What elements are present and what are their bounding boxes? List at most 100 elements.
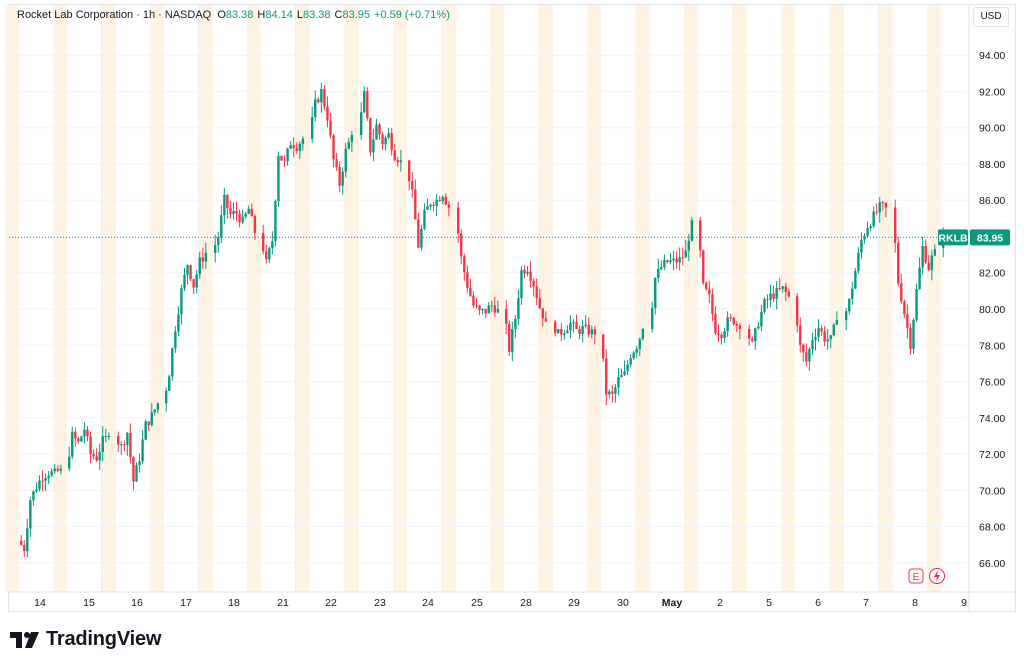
candle-body — [226, 194, 229, 209]
candle-body — [238, 213, 241, 223]
candle-body — [338, 167, 341, 186]
candle-body — [681, 257, 684, 259]
x-tick-label: 6 — [815, 597, 821, 609]
candle-body — [666, 260, 669, 263]
candle-body — [144, 421, 147, 440]
candle-body — [921, 245, 924, 268]
candle-body — [475, 305, 478, 307]
candle-body — [429, 204, 432, 207]
candle-body — [214, 245, 217, 253]
candle-body — [766, 298, 769, 300]
candle-body — [332, 135, 335, 160]
symbol-name[interactable]: Rocket Lab Corporation — [17, 9, 134, 21]
candle-body — [723, 331, 726, 338]
currency-selector[interactable]: USD — [973, 7, 1009, 27]
candle-body — [626, 364, 629, 372]
candle-body — [56, 468, 59, 471]
candle-body — [390, 133, 393, 151]
candle-body — [799, 325, 802, 345]
candle-body — [126, 432, 129, 445]
earnings-badge-label: E — [913, 572, 920, 583]
candle-body — [120, 444, 123, 446]
candle-body — [757, 326, 760, 329]
candle-body — [414, 189, 417, 220]
candle-body — [772, 293, 775, 299]
y-tick-label: 80.00 — [979, 304, 1005, 316]
y-tick-label: 76.00 — [979, 377, 1005, 389]
candle-body — [699, 220, 702, 251]
premarket-band — [733, 5, 747, 592]
candle-body — [854, 271, 857, 289]
candle-body — [814, 336, 817, 341]
candle-body — [897, 242, 900, 284]
candle-body — [372, 139, 375, 153]
candle-body — [581, 326, 584, 334]
candle-body — [563, 333, 566, 335]
candle-body — [878, 202, 881, 213]
candle-body — [271, 241, 274, 249]
candle-body — [50, 471, 53, 476]
candle-body — [83, 429, 86, 437]
premarket-band — [199, 5, 213, 592]
candle-body — [265, 251, 268, 260]
candle-body — [832, 324, 835, 336]
y-tick-label: 86.00 — [979, 195, 1005, 207]
premarket-band — [247, 5, 261, 592]
candle-body — [311, 117, 314, 139]
candle-body — [472, 295, 475, 306]
candle-body — [526, 271, 529, 274]
candle-body — [460, 233, 463, 257]
x-tick-label: 7 — [863, 597, 869, 609]
earnings-badge[interactable] — [908, 568, 924, 584]
brand-name: TradingView — [46, 628, 162, 650]
candle-body — [180, 288, 183, 315]
candle-body — [444, 196, 447, 205]
candle-body — [253, 216, 257, 233]
candle-body — [511, 329, 514, 352]
candle-body — [872, 211, 875, 227]
candle-body — [826, 339, 829, 342]
candle-body — [26, 528, 29, 552]
candle-body — [602, 334, 605, 359]
candle-body — [614, 387, 617, 394]
low-key: L — [296, 9, 304, 21]
price-tag-label: 83.95 — [977, 232, 1003, 244]
candle-body — [292, 145, 295, 149]
candle-body — [198, 257, 201, 275]
exchange-label: NASDAQ — [164, 9, 212, 21]
price-tag — [970, 229, 1010, 246]
candle-body — [869, 226, 872, 229]
candle-body — [68, 456, 71, 469]
candle-body — [135, 465, 138, 482]
candle-body — [829, 335, 832, 340]
candle-body — [584, 324, 587, 327]
candle-body — [635, 348, 638, 353]
candle-body — [420, 228, 423, 248]
tradingview-logo[interactable]: TradingView — [10, 628, 161, 651]
candle-body — [280, 155, 283, 161]
candle-body — [903, 301, 906, 315]
candle-body — [860, 239, 863, 253]
premarket-band — [442, 5, 456, 592]
candle-body — [92, 454, 95, 457]
premarket-band — [684, 5, 698, 592]
candle-body — [787, 291, 791, 297]
candle-body — [457, 207, 460, 234]
premarket-band — [393, 5, 407, 592]
candle-body — [924, 245, 927, 263]
candle-body — [426, 206, 429, 210]
candle-body — [587, 324, 590, 335]
candle-body — [769, 293, 772, 300]
candle-body — [235, 211, 238, 214]
x-tick-label: 28 — [520, 597, 532, 609]
candle-body — [204, 252, 208, 262]
candle-body — [481, 308, 484, 311]
candle-body — [165, 390, 168, 404]
candle-body — [220, 215, 223, 238]
x-tick-label: 15 — [83, 597, 95, 609]
premarket-band — [102, 5, 116, 592]
candle-body — [866, 228, 869, 236]
candle-body — [117, 435, 120, 445]
premarket-band — [879, 5, 893, 592]
